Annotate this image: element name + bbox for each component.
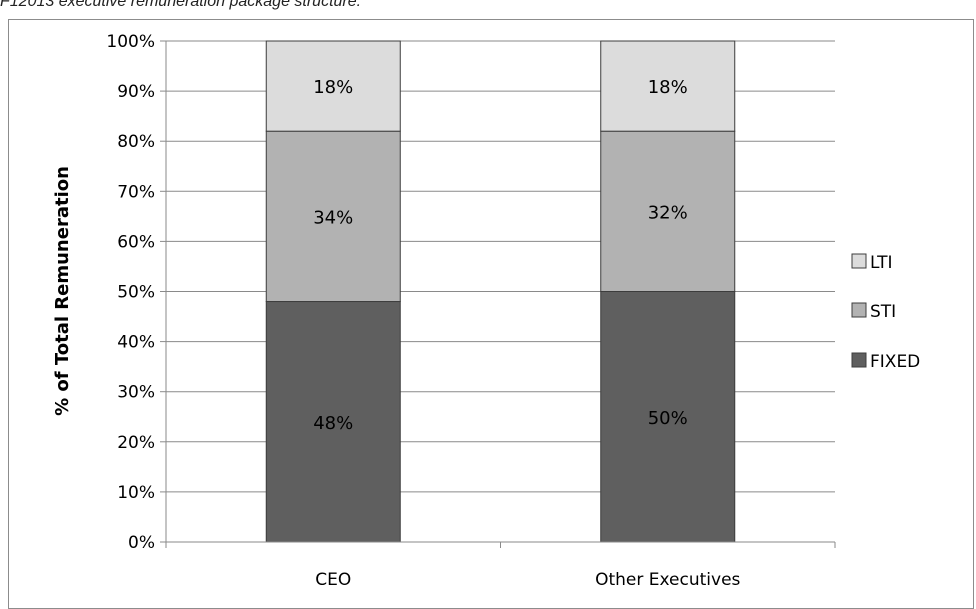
y-tick-label: 30% xyxy=(117,383,155,403)
bar-segment-fixed xyxy=(265,301,401,543)
data-label: 32% xyxy=(648,202,688,223)
y-tick-label: 20% xyxy=(117,433,155,453)
y-tick-label: 100% xyxy=(106,32,155,52)
data-label: 18% xyxy=(313,77,353,98)
y-tick-label: 70% xyxy=(117,182,155,202)
chart-caption: F12013 executive remuneration package st… xyxy=(0,0,362,10)
y-tick-labels: 0% 10% 20% 30% 40% 50% 60% 70% 80% 90% 100% xyxy=(106,32,155,553)
y-tick-label: 0% xyxy=(128,533,155,553)
bar-segment-sti xyxy=(600,130,736,292)
bar-segment-sti xyxy=(265,130,401,303)
x-tick-labels: CEO Other Executives xyxy=(315,570,740,590)
y-tick-label: 10% xyxy=(117,483,155,503)
legend-label: STI xyxy=(870,302,896,322)
data-label: 18% xyxy=(648,77,688,98)
legend-label: LTI xyxy=(870,253,893,273)
legend-swatch-lti xyxy=(851,253,867,269)
bar-segment-lti xyxy=(600,40,736,132)
data-label: 50% xyxy=(648,408,688,429)
y-axis-title: % of Total Remuneration xyxy=(52,166,73,416)
y-tick-label: 90% xyxy=(117,82,155,102)
bar-segment-lti xyxy=(265,40,401,132)
x-tick-label: Other Executives xyxy=(595,570,740,590)
legend-label: FIXED xyxy=(870,352,920,372)
y-tick-label: 40% xyxy=(117,333,155,353)
axes xyxy=(160,40,836,548)
legend-swatch-sti xyxy=(851,302,867,318)
y-tick-label: 50% xyxy=(117,283,155,303)
bar-segment-fixed xyxy=(600,291,736,543)
y-tick-label: 60% xyxy=(117,232,155,252)
x-tick-label: CEO xyxy=(315,570,351,590)
bars: 48% 34% 18% 50% 32% 18% xyxy=(265,40,736,543)
data-label: 34% xyxy=(313,207,353,228)
legend: LTI STI FIXED xyxy=(851,253,920,372)
y-tick-label: 80% xyxy=(117,132,155,152)
data-label: 48% xyxy=(313,413,353,434)
legend-swatch-fixed xyxy=(851,352,867,368)
